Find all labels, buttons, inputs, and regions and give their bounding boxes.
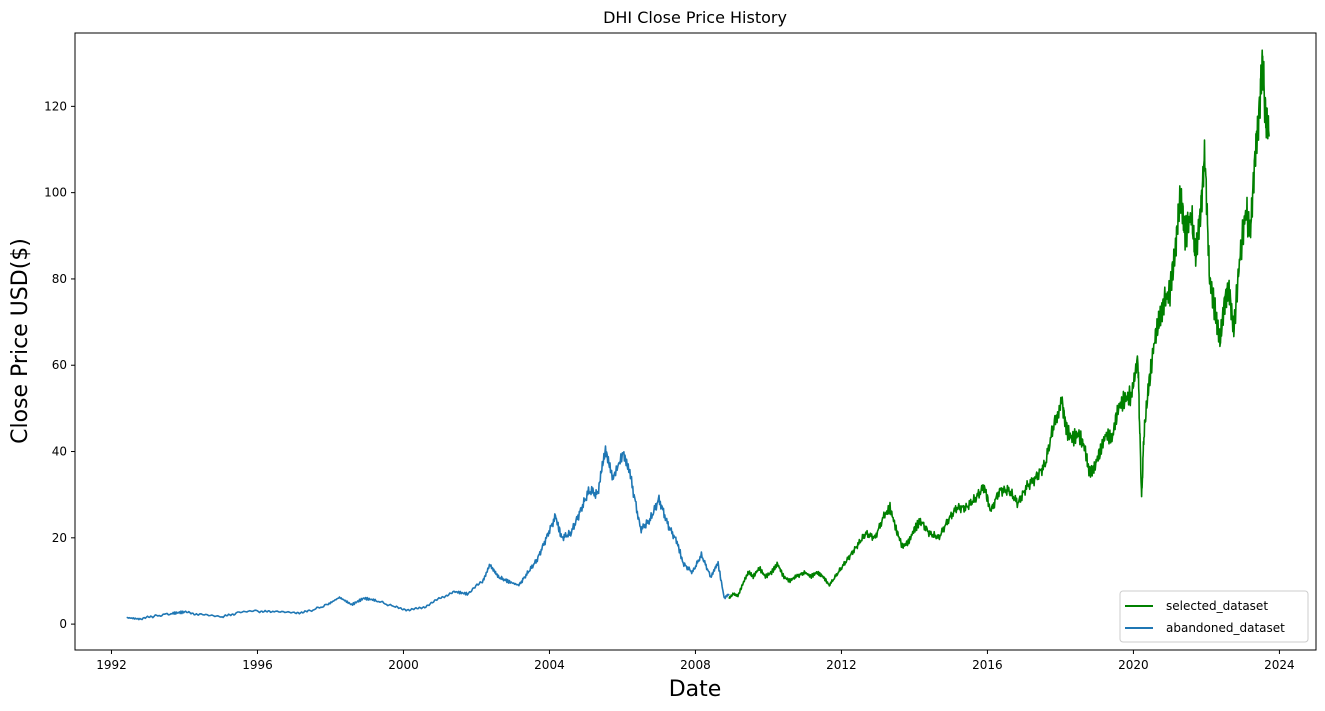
x-axis-label: Date: [669, 677, 722, 702]
series-layer: [126, 49, 1270, 621]
series-line-abandoned-dataset: [126, 445, 730, 621]
plot-area: [74, 32, 1317, 651]
x-tick-label: 1992: [96, 658, 127, 672]
x-tick-label: 2008: [680, 658, 711, 672]
x-tick-label: 2024: [1264, 658, 1295, 672]
y-tick-label: 20: [52, 531, 67, 545]
legend: selected_dataset abandoned_dataset: [1119, 590, 1309, 643]
x-tick-label: 2004: [534, 658, 565, 672]
x-tick-label: 1996: [242, 658, 273, 672]
x-tick-label: 2012: [826, 658, 857, 672]
y-tick-label: 80: [52, 272, 67, 286]
x-tick-label: 2016: [972, 658, 1003, 672]
y-tick-label: 120: [44, 99, 67, 113]
y-tick-label: 100: [44, 186, 67, 200]
y-axis: 0 20 40 60 80 100 120: [44, 99, 75, 631]
x-tick-label: 2020: [1118, 658, 1149, 672]
plot-background: [75, 33, 1316, 650]
y-tick-label: 0: [59, 617, 67, 631]
series-line-selected-dataset: [728, 49, 1270, 600]
legend-label: selected_dataset: [1166, 599, 1268, 613]
y-axis-label: Close Price USD($): [8, 238, 33, 444]
y-tick-label: 60: [52, 358, 67, 372]
legend-box: [1119, 590, 1309, 643]
x-axis: 1992 1996 2000 2004 2008 2012 2016 2020 2024: [96, 650, 1295, 672]
y-tick-label: 40: [52, 445, 67, 459]
x-tick-label: 2000: [388, 658, 419, 672]
chart-title: DHI Close Price History: [603, 8, 787, 27]
legend-label: abandoned_dataset: [1166, 621, 1285, 635]
